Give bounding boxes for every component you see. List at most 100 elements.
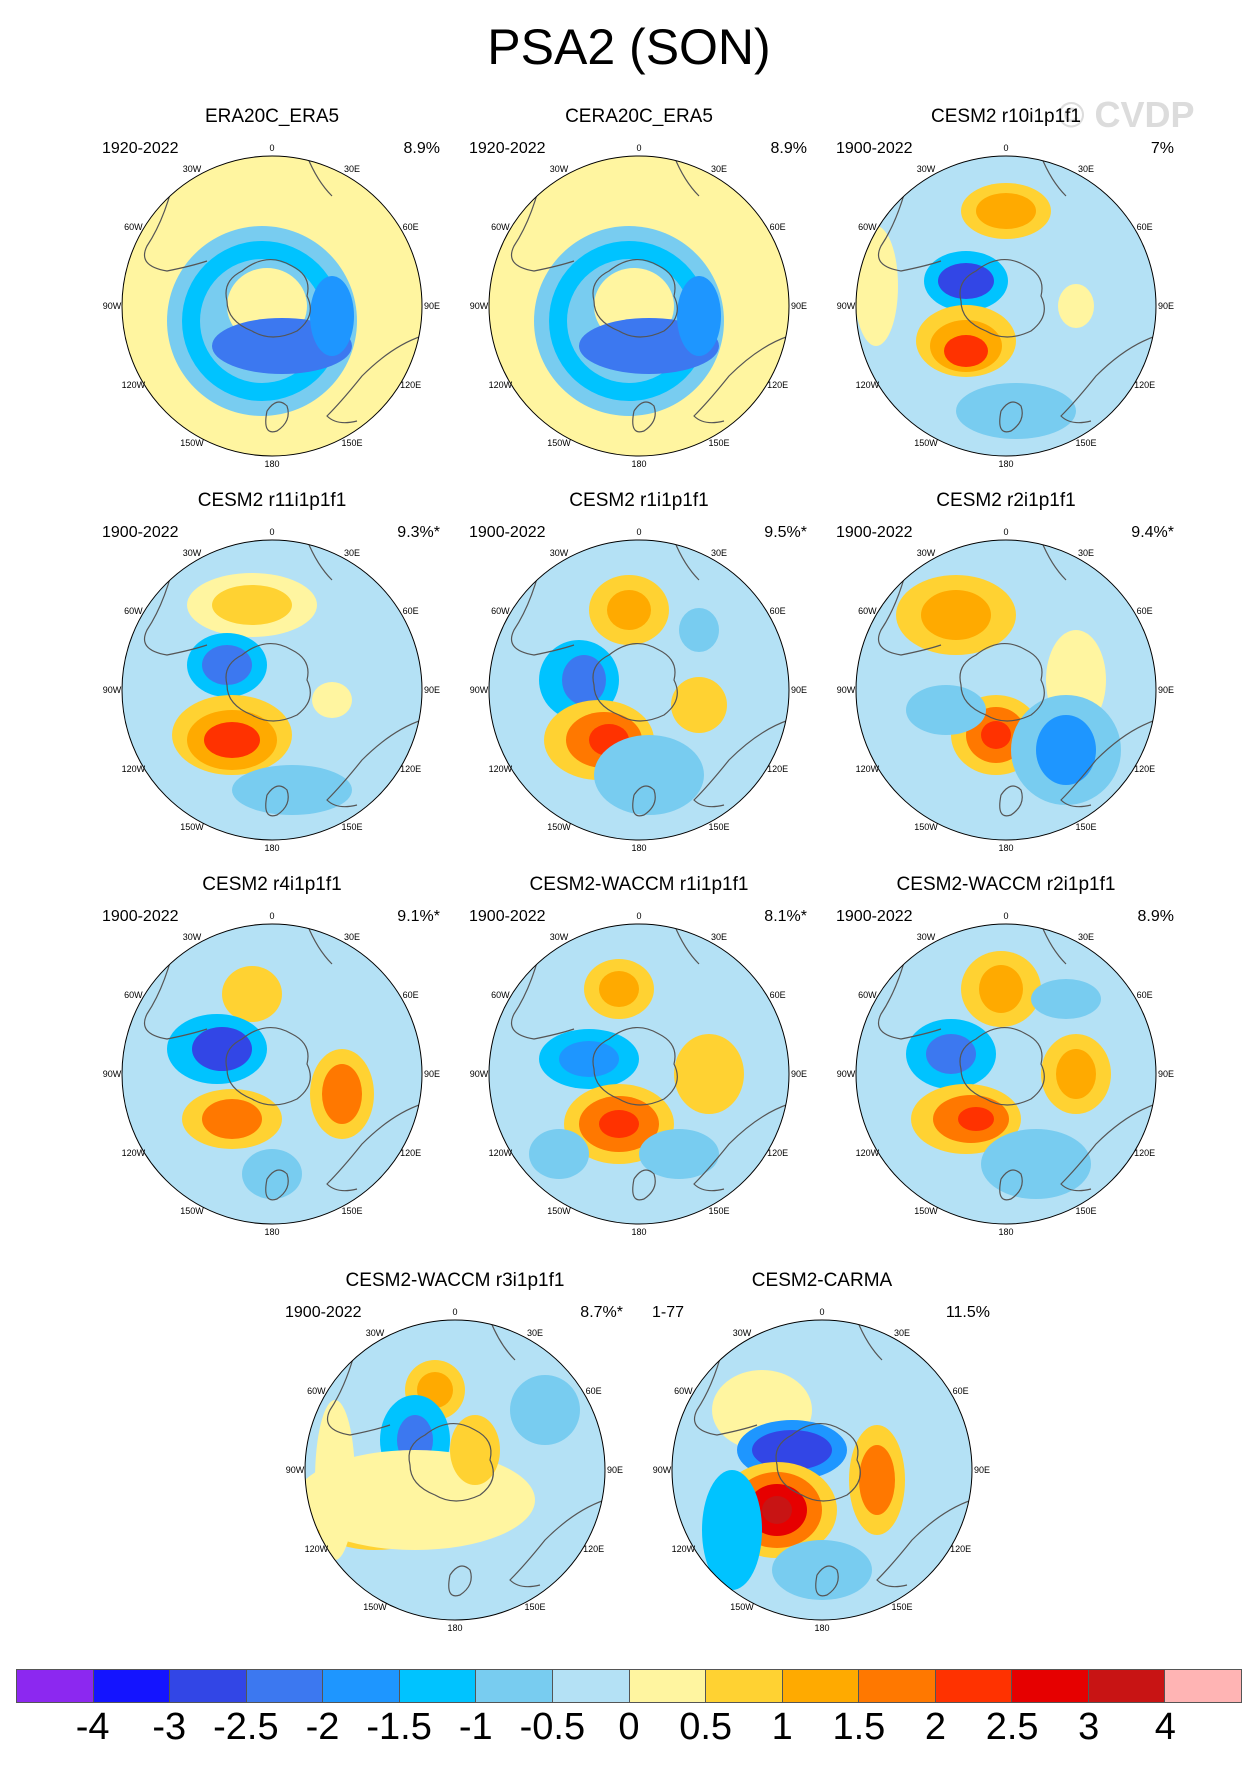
panel-years: 1920-2022 bbox=[469, 140, 546, 157]
longitude-label: 90W bbox=[470, 301, 489, 311]
anomaly-contour bbox=[315, 1400, 355, 1560]
panel-years: 1900-2022 bbox=[102, 908, 179, 925]
longitude-label: 60W bbox=[124, 606, 143, 616]
south-america-coastline bbox=[326, 1329, 391, 1436]
anomaly-contour bbox=[122, 924, 422, 1224]
longitude-label: 180 bbox=[631, 843, 646, 853]
anomaly-contour bbox=[310, 276, 354, 356]
south-america-coastline bbox=[510, 933, 575, 1040]
longitude-label: 150E bbox=[341, 822, 362, 832]
panel-title: CESM2 r2i1p1f1 bbox=[936, 490, 1076, 511]
antarctica-coastline bbox=[408, 1423, 494, 1502]
longitude-label: 60W bbox=[491, 222, 510, 232]
panel-title: CERA20C_ERA5 bbox=[565, 106, 713, 127]
longitude-label: 60W bbox=[858, 606, 877, 616]
longitude-label: 150E bbox=[1075, 1206, 1096, 1216]
panel-percent: 11.5% bbox=[945, 1304, 990, 1321]
polar-map: 0 30E 60E 90E 120E 150E 180 150W 120W 90W 60W 30W bbox=[470, 911, 807, 1237]
longitude-label: 180 bbox=[998, 1227, 1013, 1237]
colorbar-swatch bbox=[706, 1670, 783, 1702]
anomaly-contour bbox=[981, 721, 1011, 749]
longitude-label: 30E bbox=[1078, 164, 1094, 174]
longitude-label: 60W bbox=[124, 990, 143, 1000]
longitude-label: 120E bbox=[1134, 764, 1155, 774]
anomaly-contour bbox=[559, 1041, 619, 1077]
longitude-label: 90E bbox=[424, 301, 440, 311]
longitude-label: 120E bbox=[400, 1148, 421, 1158]
colorbar-label: 2.5 bbox=[985, 1706, 1039, 1748]
longitude-label: 120W bbox=[122, 764, 146, 774]
map-panel: 0 30E 60E 90E 120E 150E 180 150W 120W 90W 60W 30W CE… bbox=[459, 106, 819, 476]
panel-percent: 9.5%* bbox=[764, 524, 807, 541]
longitude-label: 30W bbox=[366, 1328, 385, 1338]
colorbar-swatch bbox=[170, 1670, 247, 1702]
anomaly-contour bbox=[202, 645, 252, 685]
longitude-label: 120E bbox=[583, 1544, 604, 1554]
panel-percent: 8.9% bbox=[770, 140, 807, 157]
panel-title: CESM2-CARMA bbox=[751, 1270, 893, 1291]
longitude-label: 150W bbox=[547, 1206, 571, 1216]
colorbar-swatch bbox=[17, 1670, 94, 1702]
longitude-label: 0 bbox=[1003, 911, 1008, 921]
anomaly-field bbox=[672, 1320, 972, 1620]
map-border bbox=[121, 155, 423, 457]
australia-coastline bbox=[693, 719, 789, 808]
polar-map: 0 30E 60E 90E 120E 150E 180 150W 120W 90W 60W 30W bbox=[286, 1307, 623, 1633]
longitude-label: 150W bbox=[730, 1602, 754, 1612]
anomaly-field bbox=[305, 1320, 605, 1620]
colorbar-swatch bbox=[629, 1670, 707, 1702]
longitude-label: 120E bbox=[400, 764, 421, 774]
map-border bbox=[671, 1319, 973, 1621]
longitude-label: 30E bbox=[1078, 932, 1094, 942]
longitude-label: 150W bbox=[914, 822, 938, 832]
panel-percent: 7% bbox=[1150, 140, 1174, 157]
longitude-label: 180 bbox=[998, 459, 1013, 469]
longitude-label: 90E bbox=[424, 685, 440, 695]
longitude-label: 150E bbox=[708, 1206, 729, 1216]
longitude-label: 90W bbox=[103, 301, 122, 311]
map-panel: 0 30E 60E 90E 120E 150E 180 150W 120W 90W 60W 30W CE… bbox=[642, 1270, 1002, 1640]
south-america-coastline bbox=[877, 549, 942, 656]
colorbar-swatch bbox=[399, 1670, 477, 1702]
colorbar-label: 1 bbox=[771, 1706, 793, 1748]
anomaly-contour bbox=[979, 965, 1023, 1013]
anomaly-field bbox=[856, 156, 1156, 456]
longitude-label: 90E bbox=[607, 1465, 623, 1475]
longitude-label: 180 bbox=[998, 843, 1013, 853]
anomaly-field bbox=[489, 540, 789, 840]
colorbar-swatch bbox=[1012, 1670, 1089, 1702]
anomaly-contour bbox=[938, 263, 994, 299]
anomaly-contour bbox=[958, 1107, 994, 1131]
longitude-label: 0 bbox=[452, 1307, 457, 1317]
longitude-label: 150E bbox=[341, 1206, 362, 1216]
longitude-label: 30E bbox=[344, 164, 360, 174]
polar-map: 0 30E 60E 90E 120E 150E 180 150W 120W 90W 60W 30W bbox=[470, 527, 807, 853]
south-america-coastline bbox=[510, 165, 575, 272]
anomaly-contour bbox=[956, 383, 1076, 439]
longitude-label: 30W bbox=[183, 932, 202, 942]
longitude-label: 150W bbox=[547, 822, 571, 832]
anomaly-contour bbox=[242, 1149, 302, 1199]
longitude-label: 120W bbox=[489, 1148, 513, 1158]
longitude-label: 30W bbox=[550, 164, 569, 174]
longitude-label: 30W bbox=[917, 932, 936, 942]
colorbar-swatch bbox=[1165, 1670, 1241, 1702]
polar-map: 0 30E 60E 90E 120E 150E 180 150W 120W 90W 60W 30W bbox=[103, 143, 440, 469]
anomaly-contour bbox=[192, 1027, 252, 1071]
anomaly-field bbox=[856, 924, 1156, 1224]
panel-percent: 9.1%* bbox=[397, 908, 440, 925]
longitude-label: 120W bbox=[856, 380, 880, 390]
panel-years: 1900-2022 bbox=[836, 908, 913, 925]
longitude-label: 150W bbox=[547, 438, 571, 448]
anomaly-contour bbox=[594, 735, 704, 815]
map-border bbox=[488, 923, 790, 1225]
new-zealand-coastline bbox=[265, 785, 289, 817]
anomaly-contour bbox=[926, 1034, 976, 1074]
anomaly-contour bbox=[856, 540, 1156, 840]
longitude-label: 30E bbox=[711, 548, 727, 558]
south-america-coastline bbox=[143, 549, 208, 656]
antarctica-coastline bbox=[959, 643, 1045, 722]
longitude-label: 60W bbox=[858, 990, 877, 1000]
polar-map: 0 30E 60E 90E 120E 150E 180 150W 120W 90W 60W 30W bbox=[837, 143, 1174, 469]
colorbar-label: -0.5 bbox=[519, 1706, 586, 1748]
